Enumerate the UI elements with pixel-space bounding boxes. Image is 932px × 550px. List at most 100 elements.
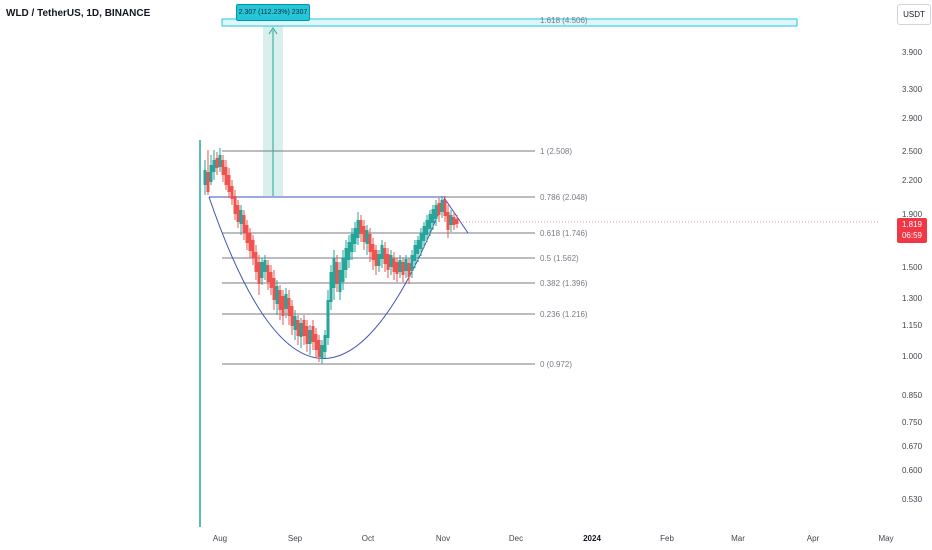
- price-axis-label: 3.300: [902, 85, 923, 94]
- candle: [419, 228, 423, 256]
- candle: [305, 320, 309, 352]
- fib-label-0618: 0.618 (1.746): [540, 229, 588, 238]
- candle: [365, 225, 369, 255]
- candle: [290, 300, 294, 335]
- candle: [431, 205, 435, 230]
- candle: [440, 196, 444, 218]
- candle: [356, 212, 360, 245]
- candle: [350, 228, 354, 260]
- price-axis-label: 0.600: [902, 466, 923, 475]
- price-axis-label: 0.670: [902, 442, 923, 451]
- candle: [278, 285, 282, 320]
- last-price-badge: 1.819 06:59: [897, 218, 927, 243]
- candle: [254, 245, 258, 280]
- time-axis-label: Apr: [806, 534, 820, 543]
- fib-label-0786: 0.786 (2.048): [540, 193, 588, 202]
- candle: [206, 150, 210, 195]
- currency-button[interactable]: USDT: [897, 4, 931, 25]
- candle: [215, 152, 219, 175]
- candles: [203, 148, 459, 364]
- candle: [341, 250, 345, 290]
- price-axis[interactable]: [880, 0, 932, 550]
- candle: [401, 258, 405, 282]
- candle: [269, 265, 273, 295]
- candle: [257, 255, 261, 295]
- candle: [452, 212, 456, 230]
- candle: [362, 220, 366, 250]
- candle: [326, 290, 330, 345]
- candle: [425, 215, 429, 242]
- candle: [338, 262, 342, 300]
- candle: [311, 320, 315, 350]
- candle: [287, 290, 291, 325]
- candle: [212, 150, 216, 180]
- time-axis-label: Sep: [287, 534, 303, 543]
- candle: [359, 215, 363, 242]
- candle: [242, 210, 246, 240]
- price-axis-label: 1.150: [902, 321, 923, 330]
- candle: [332, 250, 336, 300]
- price-axis-label: 1.900: [902, 210, 923, 219]
- candle: [377, 250, 381, 272]
- candle: [344, 240, 348, 278]
- candle: [383, 242, 387, 272]
- time-axis-label: Feb: [660, 534, 674, 543]
- time-axis-label: Aug: [212, 534, 228, 543]
- measure-arrow-head: [268, 27, 278, 35]
- target-zone-rect[interactable]: [221, 18, 798, 27]
- candle: [317, 335, 321, 362]
- price-chart[interactable]: [0, 0, 880, 550]
- candle: [296, 315, 300, 345]
- candle: [302, 315, 306, 345]
- candle: [284, 288, 288, 318]
- fib-label-1: 1 (2.508): [540, 147, 573, 156]
- candle: [299, 318, 303, 348]
- fib-label-0: 0 (0.972): [540, 360, 573, 369]
- candle: [266, 260, 270, 290]
- time-axis-label: Oct: [361, 534, 375, 543]
- candle: [455, 215, 459, 228]
- time-axis-label-year: 2024: [583, 534, 601, 543]
- last-price-value: 1.819: [901, 220, 923, 229]
- price-axis-label: 3.900: [902, 48, 923, 57]
- candle: [263, 255, 267, 280]
- candle: [230, 180, 234, 205]
- candle: [227, 168, 231, 198]
- candle: [248, 228, 252, 258]
- candle: [314, 328, 318, 358]
- candle: [437, 198, 441, 222]
- candle: [260, 258, 264, 285]
- candle: [353, 222, 357, 252]
- measure-tool-label[interactable]: 2.307 (112.23%) 2307: [236, 4, 310, 21]
- candle: [251, 235, 255, 265]
- candle: [449, 210, 453, 232]
- candle: [374, 245, 378, 275]
- price-axis-label: 2.200: [902, 176, 923, 185]
- candle: [335, 255, 339, 292]
- candle: [347, 235, 351, 268]
- candle: [245, 220, 249, 250]
- candle: [209, 155, 213, 185]
- candle: [320, 340, 324, 364]
- candle: [443, 196, 447, 222]
- candle: [392, 252, 396, 280]
- candle: [407, 258, 411, 284]
- candle: [329, 265, 333, 310]
- candle: [380, 240, 384, 268]
- candle: [413, 240, 417, 268]
- fib-label-1618: 1.618 (4.506): [540, 16, 588, 25]
- candle: [416, 236, 420, 262]
- fib-label-0382: 0.382 (1.396): [540, 279, 588, 288]
- candle: [368, 228, 372, 262]
- fib-label-0236: 0.236 (1.216): [540, 310, 588, 319]
- candle: [203, 160, 207, 195]
- time-axis-label: Mar: [731, 534, 745, 543]
- symbol-title[interactable]: WLD / TetherUS, 1D, BINANCE: [6, 8, 151, 19]
- price-axis-label: 2.900: [902, 114, 923, 123]
- time-axis-label: Nov: [435, 534, 451, 543]
- candle: [395, 258, 399, 282]
- price-axis-label: 1.300: [902, 294, 923, 303]
- price-axis-label: 1.500: [902, 263, 923, 272]
- price-axis-label: 0.850: [902, 391, 923, 400]
- candle: [224, 160, 228, 190]
